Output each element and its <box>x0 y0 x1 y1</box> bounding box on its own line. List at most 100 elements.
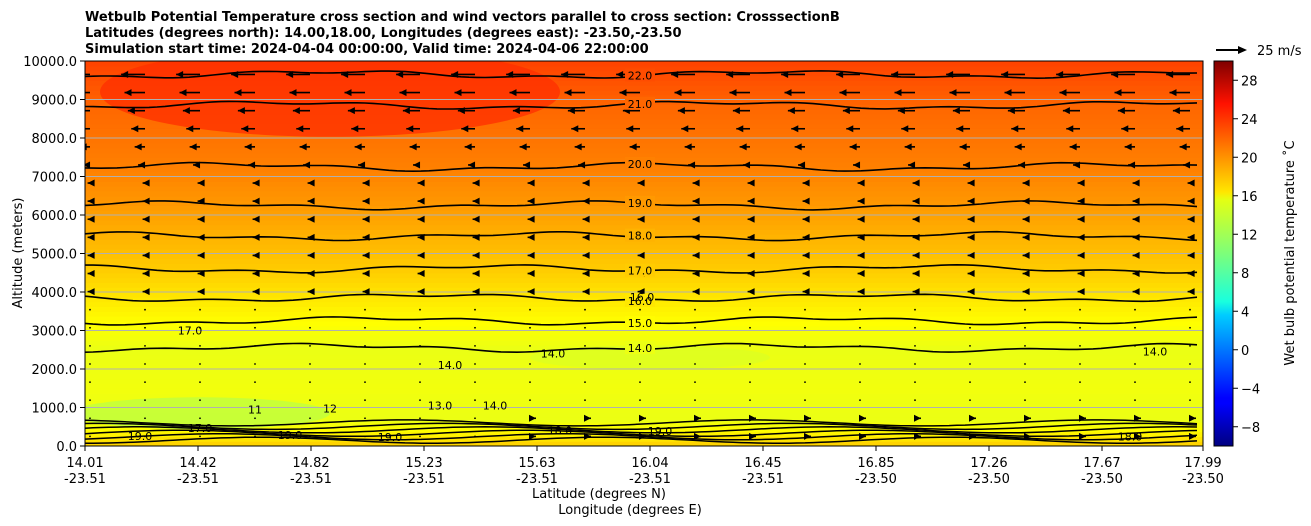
title-line-1: Wetbulb Potential Temperature cross sect… <box>85 10 840 25</box>
wind-vector <box>347 107 365 115</box>
wind-vector <box>842 107 860 115</box>
wind-vector <box>186 125 200 133</box>
temperature-band <box>85 258 1203 264</box>
wind-vector <box>523 161 531 169</box>
wind-vector <box>362 251 370 259</box>
wind-vector <box>1077 215 1085 223</box>
wind-vector <box>417 179 425 187</box>
wind-vector <box>1079 326 1081 329</box>
wind-vector <box>417 215 425 223</box>
wind-vector <box>364 363 366 365</box>
wind-vector <box>1134 363 1136 365</box>
wind-vector <box>969 345 971 347</box>
wind-vector <box>406 125 420 133</box>
temperature-band <box>85 219 1203 226</box>
wind-vector <box>89 417 91 420</box>
wind-vector <box>637 251 645 259</box>
temperature-band <box>85 186 1203 192</box>
wind-vector <box>684 143 695 151</box>
y-tick-label: 8000.0 <box>32 132 78 147</box>
contour-label: 18.0 <box>628 230 653 243</box>
cool-layer <box>85 397 330 430</box>
wind-vector <box>802 197 810 205</box>
colorbar-tick-label: 8 <box>1241 267 1249 282</box>
wind-vector <box>252 179 260 187</box>
wind-vector <box>1172 107 1190 115</box>
temperature-band <box>85 224 1203 231</box>
wind-vector <box>512 107 530 115</box>
temperature-band <box>85 61 1203 67</box>
wind-vector <box>89 308 91 311</box>
wind-vector <box>344 89 365 97</box>
wind-vector <box>289 89 310 97</box>
quiver-key-label: 25 m/s <box>1257 44 1302 59</box>
contour-label: 16.0 <box>630 291 655 304</box>
wind-vector <box>749 326 751 329</box>
wind-vector <box>969 414 976 422</box>
wind-vector <box>967 179 975 187</box>
wind-vector <box>839 89 860 97</box>
wind-vector <box>1077 233 1085 241</box>
wind-vector <box>299 143 310 151</box>
wind-vector <box>199 363 201 365</box>
wind-vector <box>836 70 860 78</box>
wind-vector <box>1189 308 1191 311</box>
wind-vector <box>1187 251 1195 259</box>
colorbar-tick-label: −8 <box>1241 421 1260 436</box>
temperature-band <box>85 243 1203 250</box>
wind-vector <box>1077 179 1085 187</box>
wind-vector <box>749 414 756 422</box>
wind-vector <box>144 326 146 329</box>
wind-vector <box>87 288 95 296</box>
wind-vector <box>364 326 366 329</box>
wind-vector <box>179 89 200 97</box>
wind-vector <box>309 326 311 329</box>
wind-vector <box>582 270 590 278</box>
wind-vector <box>142 270 150 278</box>
wind-vector <box>946 70 970 78</box>
wind-vector <box>1189 414 1196 422</box>
wind-vector <box>199 326 201 329</box>
y-tick-label: 6000.0 <box>32 209 78 224</box>
wind-vector <box>199 417 201 420</box>
wind-vector <box>142 251 150 259</box>
wind-vector <box>529 345 531 347</box>
wind-vector <box>694 363 696 365</box>
wind-vector <box>197 288 205 296</box>
wind-vector <box>419 381 421 383</box>
wind-vector <box>912 179 920 187</box>
wind-vector <box>897 107 915 115</box>
title-line-3: Simulation start time: 2024-04-04 00:00:… <box>85 42 649 57</box>
wind-vector <box>802 288 810 296</box>
wind-vector <box>474 417 476 420</box>
wind-vector <box>1077 251 1085 259</box>
wind-vector <box>87 251 95 259</box>
wind-vector <box>417 233 425 241</box>
wind-vector <box>87 179 95 187</box>
wind-vector <box>639 308 641 311</box>
wind-vector <box>571 125 585 133</box>
wind-vector <box>749 363 751 365</box>
wind-vector <box>182 107 200 115</box>
wind-vector <box>749 432 756 440</box>
wind-vector <box>804 363 806 365</box>
temperature-band <box>85 85 1203 91</box>
wind-vector <box>859 381 861 383</box>
wind-vector <box>846 125 860 133</box>
quiver-key-arrowhead <box>1238 46 1247 54</box>
wind-vector <box>85 91 90 94</box>
wind-vector <box>912 270 920 278</box>
wind-vector <box>692 233 700 241</box>
wind-vector <box>87 233 95 241</box>
wind-vector <box>254 326 256 329</box>
contour-label: 21.0 <box>628 98 653 111</box>
wind-vector <box>1134 432 1141 440</box>
wind-vector <box>1056 70 1080 78</box>
wind-vector <box>89 326 91 329</box>
wind-vector <box>1014 143 1025 151</box>
wind-vector <box>804 414 811 422</box>
temperature-band <box>85 118 1203 125</box>
wind-vector <box>87 270 95 278</box>
contour-label: 22.0 <box>628 69 653 82</box>
temperature-band <box>85 393 1203 399</box>
